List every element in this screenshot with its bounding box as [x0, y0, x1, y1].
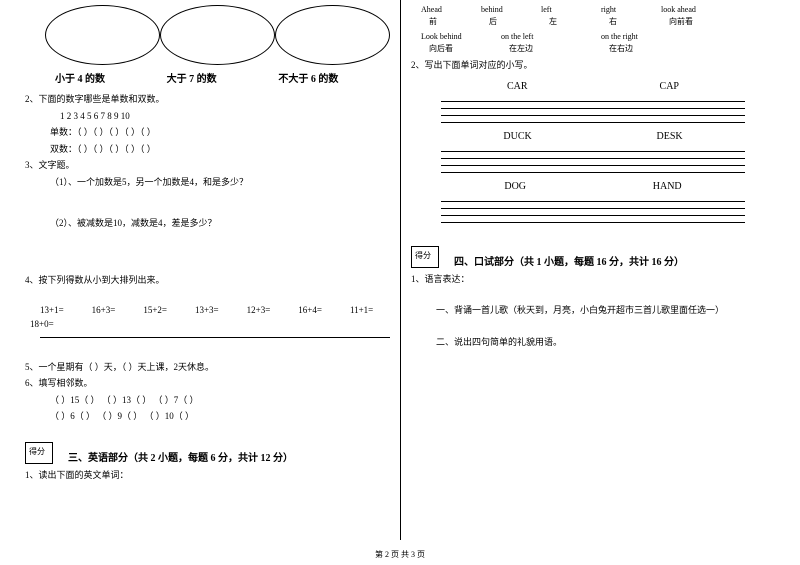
word-hand: HAND: [653, 181, 682, 192]
wline: [441, 209, 745, 216]
left-column: 小于 4 的数 大于 7 的数 不大于 6 的数 2、下面的数字哪些是单数和双数…: [0, 0, 400, 540]
q6-row2: （ ）6（ ） （ ）9（ ） （ ）10（ ）: [50, 410, 390, 424]
section3-head: 得分 三、英语部分（共 2 小题，每题 6 分，共计 12 分）: [25, 442, 390, 464]
q4-item-3: 13+3=: [195, 305, 219, 315]
vocab-cn2-1: 在左边: [509, 43, 609, 54]
oval-3: [275, 5, 390, 65]
q3-2: （2）、被减数是10，减数是4，差是多少？: [50, 217, 390, 231]
wline: [441, 95, 745, 102]
s4-q1-b: 二、说出四句简单的礼貌用语。: [436, 336, 775, 350]
s4-q1-a: 一、背诵一首儿歌（秋天到，月亮，小白兔开超市三首儿歌里面任选一）: [436, 304, 775, 318]
section4-head: 得分 四、口试部分（共 1 小题，每题 16 分，共计 16 分）: [411, 246, 775, 268]
s3-q1: 1、读出下面的英文单词：: [25, 469, 390, 483]
wline: [441, 116, 745, 123]
q4-item-2: 15+2=: [143, 305, 167, 315]
vocab-en-row2: Look behind on the left on the right: [421, 32, 775, 41]
vocab-en2-1: on the left: [501, 32, 601, 41]
vocab-en-4: look ahead: [661, 5, 721, 14]
score-box-right: 得分: [411, 246, 439, 268]
oval-label-1: 小于 4 的数: [55, 70, 167, 85]
q4-item-5: 16+4=: [298, 305, 322, 315]
word-section-2: DUCK DESK: [411, 131, 775, 173]
vocab-en-2: left: [541, 5, 601, 14]
score-label-left: 得分: [29, 446, 45, 457]
s4-q1: 1、语言表达：: [411, 273, 775, 287]
vocab-en2-0: Look behind: [421, 32, 501, 41]
word-cap: CAP: [660, 81, 679, 92]
word-car: CAR: [507, 81, 528, 92]
section4-title: 四、口试部分（共 1 小题，每题 16 分，共计 16 分）: [454, 253, 684, 268]
q3-1: （1）、一个加数是5，另一个加数是4，和是多少？: [50, 176, 390, 190]
oval-2: [160, 5, 275, 65]
q4-item-1: 16+3=: [92, 305, 116, 315]
q6-title: 6、填写相邻数。: [25, 377, 390, 391]
word-duck: DUCK: [503, 131, 531, 142]
word-section-3: DOG HAND: [411, 181, 775, 223]
word-dog: DOG: [504, 181, 526, 192]
wline: [441, 152, 745, 159]
q4-item-6: 11+1=: [350, 305, 373, 315]
wline: [441, 159, 745, 166]
vocab-cn-row1: 前 后 左 右 向前看: [429, 16, 775, 27]
vocab-en-1: behind: [481, 5, 541, 14]
wline: [441, 195, 745, 202]
vocab-cn2-2: 在右边: [609, 43, 689, 54]
word-row-2: DUCK DESK: [441, 131, 745, 142]
wline: [441, 109, 745, 116]
page-footer: 第 2 页 共 3 页: [0, 549, 800, 560]
q2-title: 2、下面的数字哪些是单数和双数。: [25, 93, 390, 107]
wline: [441, 145, 745, 152]
vocab-cn-1: 后: [489, 16, 549, 27]
wline: [441, 202, 745, 209]
q4-item-4: 12+3=: [247, 305, 271, 315]
oval-shapes: [45, 5, 390, 65]
vocab-cn-row2: 向后看 在左边 在右边: [429, 43, 775, 54]
wline: [441, 102, 745, 109]
vocab-cn-3: 右: [609, 16, 669, 27]
q4-title: 4、按下列得数从小到大排列出来。: [25, 274, 390, 288]
right-column: Ahead behind left right look ahead 前 后 左…: [400, 0, 800, 540]
q2-numbers: 1 2 3 4 5 6 7 8 9 10: [60, 110, 390, 124]
q2-odd: 单数：（ ）（ ）（ ）（ ）（ ）: [50, 126, 390, 140]
q4-extra: 18+0=: [30, 318, 390, 332]
word-row-1: CAR CAP: [441, 81, 745, 92]
section3-title: 三、英语部分（共 2 小题，每题 6 分，共计 12 分）: [68, 449, 293, 464]
wline: [441, 166, 745, 173]
q5: 5、一个星期有（ ）天，（ ）天上课，2天休息。: [25, 361, 390, 375]
write-lines-2: [441, 145, 745, 173]
word-row-3: DOG HAND: [441, 181, 745, 192]
q2-even: 双数：（ ）（ ）（ ）（ ）（ ）: [50, 143, 390, 157]
write-lines-1: [441, 95, 745, 123]
vocab-en-3: right: [601, 5, 661, 14]
word-desk: DESK: [656, 131, 682, 142]
oval-label-2: 大于 7 的数: [167, 70, 279, 85]
oval-labels: 小于 4 的数 大于 7 的数 不大于 6 的数: [55, 70, 390, 85]
wline: [441, 216, 745, 223]
word-section-1: CAR CAP: [411, 81, 775, 123]
s3-q2: 2、写出下面单词对应的小写。: [411, 59, 775, 73]
vocab-en-0: Ahead: [421, 5, 481, 14]
vocab-cn-2: 左: [549, 16, 609, 27]
score-box-left: 得分: [25, 442, 53, 464]
q3-title: 3、文字题。: [25, 159, 390, 173]
q6-row1: （ ）15（ ） （ ）13（ ） （ ）7（ ）: [50, 394, 390, 408]
vocab-cn2-0: 向后看: [429, 43, 509, 54]
vocab-cn-0: 前: [429, 16, 489, 27]
write-lines-3: [441, 195, 745, 223]
q4-underline: [40, 337, 390, 338]
oval-label-3: 不大于 6 的数: [278, 70, 390, 85]
vocab-cn-4: 向前看: [669, 16, 729, 27]
q4-row: 13+1= 16+3= 15+2= 13+3= 12+3= 16+4= 11+1…: [40, 305, 390, 315]
vocab-en2-2: on the right: [601, 32, 681, 41]
score-label-right: 得分: [415, 250, 431, 261]
oval-1: [45, 5, 160, 65]
vocab-en-row1: Ahead behind left right look ahead: [421, 5, 775, 14]
q4-item-0: 13+1=: [40, 305, 64, 315]
